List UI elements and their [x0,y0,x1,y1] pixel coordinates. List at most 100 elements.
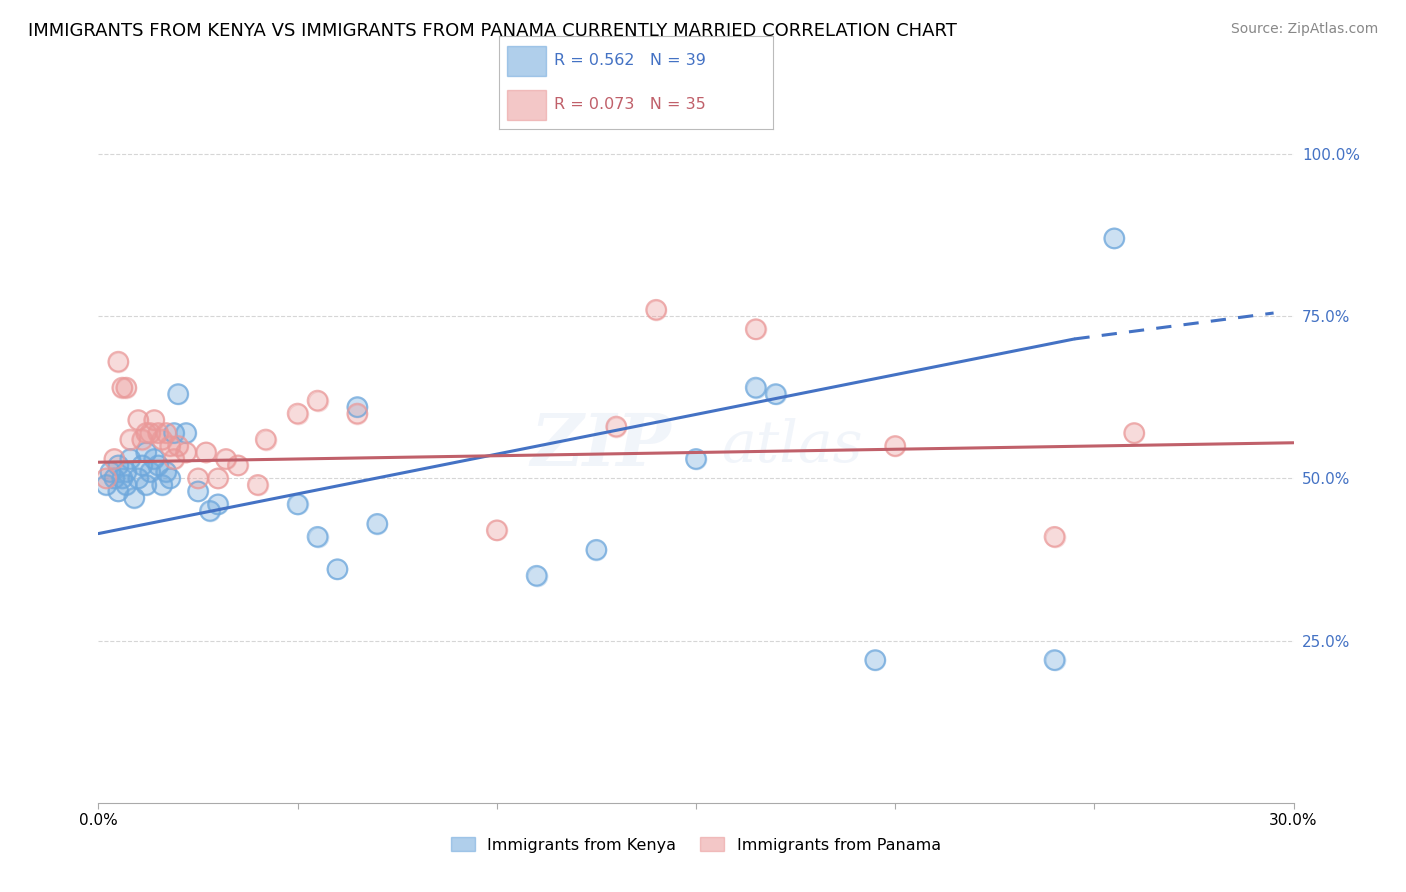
Point [159,439,181,453]
Point [131,458,153,473]
Text: R = 0.562   N = 39: R = 0.562 N = 39 [554,54,706,69]
Point [865,653,887,667]
Point [287,407,309,421]
Bar [508,90,546,120]
Point [1104,231,1126,245]
Point [107,458,129,473]
Point [111,381,134,395]
Point [215,452,238,467]
Point [215,452,238,467]
Point [115,465,138,479]
Point [135,478,157,492]
Point [120,452,142,467]
Point [745,322,768,336]
Text: IMMIGRANTS FROM KENYA VS IMMIGRANTS FROM PANAMA CURRENTLY MARRIED CORRELATION CH: IMMIGRANTS FROM KENYA VS IMMIGRANTS FROM… [28,22,957,40]
Point [174,425,197,440]
Point [485,524,508,538]
Point [187,471,209,485]
Point [103,471,125,485]
Point [148,425,170,440]
Point [163,452,186,467]
Point [745,381,768,395]
Point [98,465,122,479]
Point [526,568,548,582]
Point [111,381,134,395]
Point [287,497,309,511]
Point [174,425,197,440]
Point [526,568,548,582]
Point [1043,530,1066,544]
Point [163,425,186,440]
Point [884,439,907,453]
Point [103,452,125,467]
Point [226,458,249,473]
Point [307,530,329,544]
Point [198,504,221,518]
Point [163,452,186,467]
Point [124,491,146,505]
Point [103,471,125,485]
Point [150,433,173,447]
Text: Source: ZipAtlas.com: Source: ZipAtlas.com [1230,22,1378,37]
Point [96,471,118,485]
Text: ZIP: ZIP [530,410,671,482]
Point [111,471,134,485]
Point [174,445,197,459]
Point [645,302,668,317]
Point [187,484,209,499]
Point [139,465,162,479]
Point [111,471,134,485]
Point [127,413,149,427]
Point [96,478,118,492]
Point [287,407,309,421]
Point [115,465,138,479]
Point [163,425,186,440]
Bar [508,46,546,76]
Point [346,407,368,421]
Point [155,465,177,479]
Point [124,491,146,505]
Point [148,425,170,440]
Point [195,445,218,459]
Point [246,478,269,492]
Point [346,400,368,414]
Point [765,387,787,401]
Point [645,302,668,317]
Point [884,439,907,453]
Point [346,407,368,421]
Point [307,393,329,408]
Point [167,439,190,453]
Point [139,425,162,440]
Point [148,458,170,473]
Point [115,381,138,395]
Point [107,458,129,473]
Point [103,452,125,467]
Point [135,445,157,459]
Point [135,425,157,440]
Point [1123,425,1146,440]
Point [127,413,149,427]
Point [150,478,173,492]
Point [745,322,768,336]
Point [605,419,627,434]
Point [115,478,138,492]
Point [107,354,129,368]
Point [115,381,138,395]
Point [326,562,349,576]
Text: atlas: atlas [721,417,862,475]
Point [139,465,162,479]
Point [366,516,388,531]
Point [135,425,157,440]
Point [127,471,149,485]
Point [131,433,153,447]
Point [155,425,177,440]
Point [143,452,166,467]
Point [246,478,269,492]
Point [685,452,707,467]
Point [685,452,707,467]
Point [131,433,153,447]
Point [143,413,166,427]
Point [198,504,221,518]
Point [115,478,138,492]
Point [107,484,129,499]
